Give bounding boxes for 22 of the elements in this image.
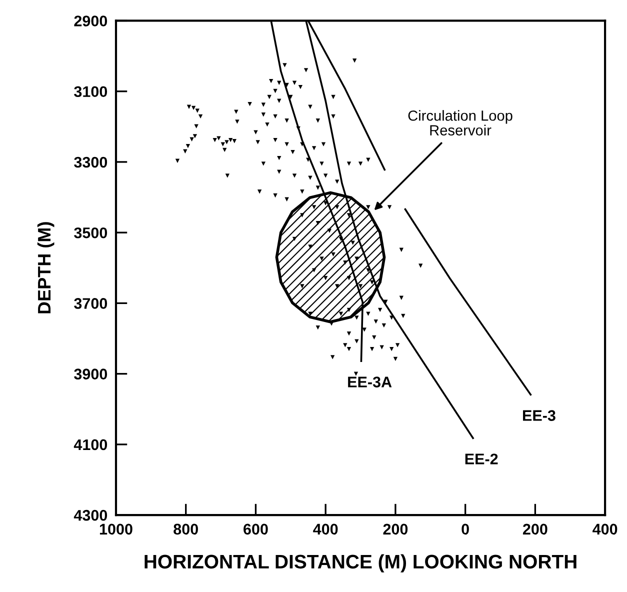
y-tick-label: 3300 <box>74 156 108 168</box>
x-tick-label: 0 <box>462 524 469 535</box>
y-tick-label: 3100 <box>74 86 108 98</box>
x-tick-label: 200 <box>522 524 548 535</box>
y-tick-label: 4300 <box>74 510 108 521</box>
x-tick-label: 800 <box>174 524 198 535</box>
x-tick-label: 600 <box>244 524 268 535</box>
x-tick-label: 400 <box>592 524 618 535</box>
series-label: EE-3 <box>523 410 556 421</box>
x-tick-label: 1000 <box>100 524 132 535</box>
y-tick-label: 4100 <box>74 439 108 450</box>
y-axis-title: DEPTH (M) <box>37 222 54 314</box>
series-label: EE-3A <box>348 376 392 388</box>
y-tick-label: 3500 <box>74 227 108 238</box>
x-axis-title: HORIZONTAL DISTANCE (M) LOOKING NORTH <box>144 554 576 572</box>
series-label: EE-2 <box>465 454 498 464</box>
y-tick-label: 3700 <box>74 298 108 309</box>
x-tick-label: 200 <box>383 524 408 535</box>
annotation: Circulation Loop Reservoir <box>408 110 512 136</box>
x-tick-label: 400 <box>313 524 338 535</box>
y-tick-label: 2900 <box>74 16 108 26</box>
y-tick-label: 3900 <box>74 368 108 380</box>
